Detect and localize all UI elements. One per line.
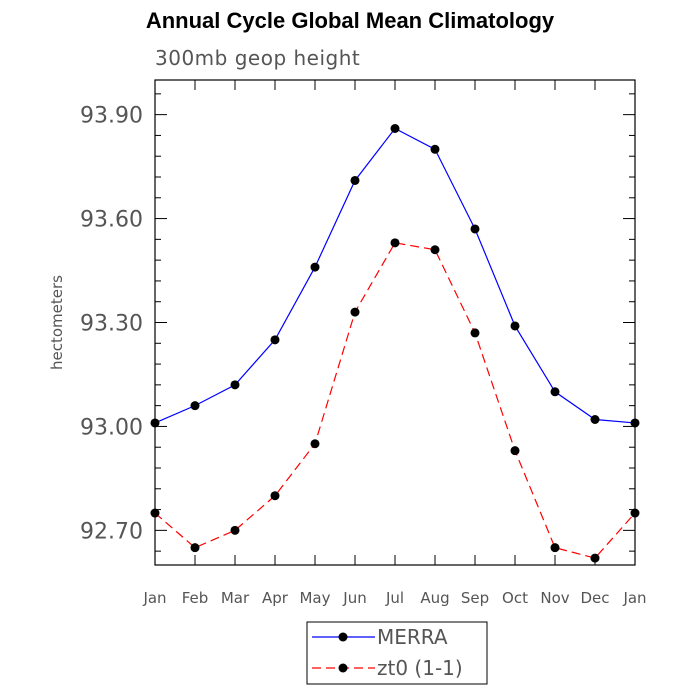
- series-1-point: [510, 321, 520, 331]
- legend-label-1: MERRA: [377, 625, 448, 649]
- series-2-point: [190, 543, 200, 553]
- series-2-point: [550, 543, 560, 553]
- legend-marker-1: [338, 632, 348, 642]
- y-axis-label: hectometers: [48, 275, 66, 370]
- series-2-point: [270, 491, 280, 501]
- series-1-point: [430, 144, 440, 154]
- series-1-point: [470, 224, 480, 234]
- series-1-point: [590, 415, 600, 424]
- series-2-point: [630, 508, 640, 518]
- chart-subtitle: 300mb geop height: [155, 46, 361, 70]
- x-tick-label: May: [299, 589, 330, 607]
- plot-frame: [154, 79, 636, 566]
- y-tick-label: 93.90: [80, 104, 143, 129]
- series-1-point: [310, 262, 320, 272]
- x-tick-label: Mar: [221, 589, 250, 607]
- series-2-point: [510, 446, 520, 456]
- series-1-point: [390, 124, 400, 133]
- series-1-point: [150, 418, 160, 428]
- x-tick-label: Jun: [342, 589, 366, 607]
- x-tick-label: Nov: [540, 589, 569, 607]
- x-tick-label: Jul: [385, 589, 404, 607]
- series-2-point: [310, 439, 320, 449]
- x-tick-label: Jan: [622, 589, 646, 607]
- y-tick-label: 92.70: [80, 519, 143, 544]
- series-2-point: [470, 328, 480, 338]
- y-tick-label: 93.30: [80, 312, 143, 337]
- series-2-point: [590, 553, 600, 563]
- y-tick-label: 93.60: [80, 208, 143, 233]
- series-2-point: [430, 245, 440, 255]
- series-1-point: [270, 335, 280, 345]
- series-1-point: [630, 418, 640, 428]
- x-tick-label: Oct: [502, 589, 528, 607]
- x-tick-label: Sep: [461, 589, 489, 607]
- x-tick-label: Feb: [182, 589, 209, 607]
- series-1-point: [230, 380, 240, 390]
- series-line-1: [154, 127, 636, 424]
- legend-label-2: zt0 (1-1): [377, 656, 463, 680]
- legend-box: [306, 621, 488, 685]
- series-line-2: [154, 242, 636, 559]
- series-2-point: [150, 508, 160, 518]
- series-2-point: [350, 307, 360, 317]
- series-1-point: [350, 175, 360, 185]
- series-2-point: [230, 525, 240, 535]
- series-2-point: [390, 238, 400, 248]
- x-tick-label: Aug: [420, 589, 449, 607]
- series-1-point: [550, 387, 560, 397]
- series-1-point: [190, 401, 200, 411]
- y-tick-label: 93.00: [80, 415, 143, 440]
- x-tick-label: Apr: [262, 589, 289, 607]
- x-tick-label: Jan: [142, 589, 166, 607]
- chart-title: Annual Cycle Global Mean Climatology: [145, 8, 555, 33]
- legend-marker-2: [338, 663, 348, 673]
- x-tick-label: Dec: [580, 589, 609, 607]
